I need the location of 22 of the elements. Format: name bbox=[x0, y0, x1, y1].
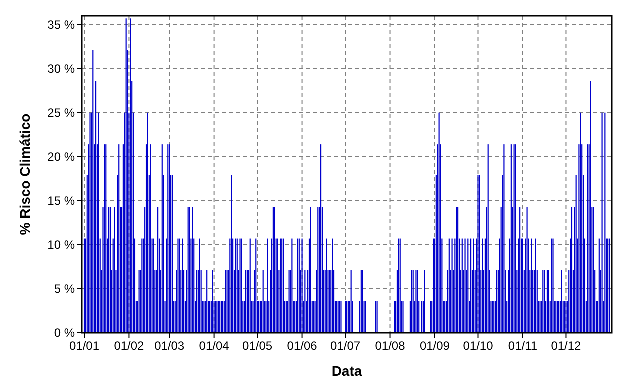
x-tick-label: 01/12 bbox=[551, 339, 582, 353]
x-tick-label: 01/03 bbox=[154, 339, 185, 353]
x-tick-label: 01/08 bbox=[375, 339, 406, 353]
x-tick-label: 01/10 bbox=[463, 339, 494, 353]
y-tick-label: 20 % bbox=[48, 150, 76, 164]
y-tick-label: 0 % bbox=[54, 326, 76, 340]
x-tick-label: 01/07 bbox=[330, 339, 361, 353]
y-tick-label: 5 % bbox=[54, 282, 76, 296]
x-tick-label: 01/06 bbox=[287, 339, 318, 353]
y-tick-label: 35 % bbox=[48, 18, 76, 32]
x-tick-label: 01/01 bbox=[69, 339, 100, 353]
y-tick-label: 30 % bbox=[48, 62, 76, 76]
x-tick-label: 01/11 bbox=[508, 339, 538, 353]
y-tick-label: 15 % bbox=[48, 194, 76, 208]
y-axis-title: % Risco Climático bbox=[17, 114, 33, 236]
x-tick-label: 01/05 bbox=[242, 339, 273, 353]
x-axis-title: Data bbox=[332, 363, 362, 379]
x-tick-label: 01/04 bbox=[199, 339, 230, 353]
x-tick-label: 01/09 bbox=[420, 339, 450, 353]
x-tick-label: 01/02 bbox=[114, 339, 145, 353]
y-tick-label: 10 % bbox=[48, 238, 76, 252]
y-tick-label: 25 % bbox=[48, 106, 76, 120]
